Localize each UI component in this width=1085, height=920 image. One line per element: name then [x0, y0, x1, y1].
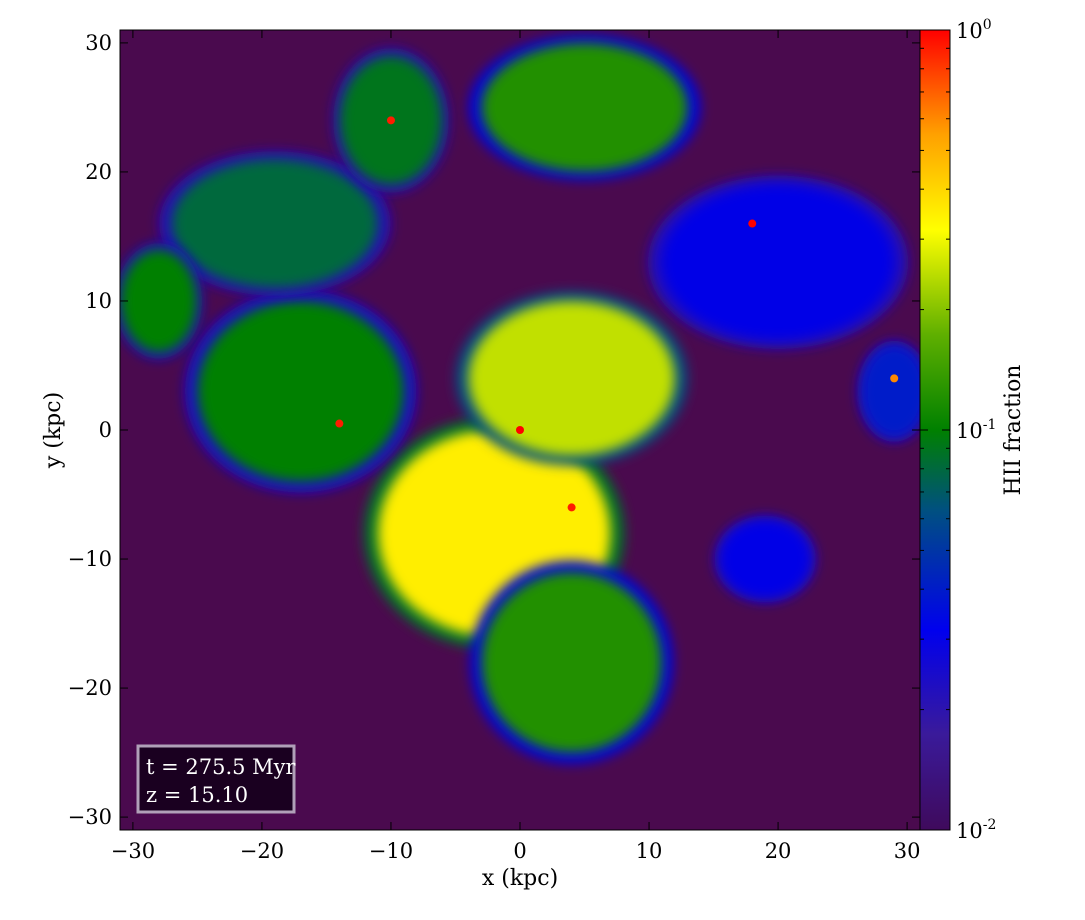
axis-ticks	[120, 30, 920, 830]
x-tick-labels: −30 −20 −10 0 10 20 30	[111, 839, 921, 863]
x-tick-label: 10	[636, 839, 663, 863]
region-northwest-arc	[171, 159, 379, 289]
annotation-box	[136, 744, 296, 814]
x-tick-label: −30	[111, 839, 155, 863]
x-tick-label: −10	[369, 839, 413, 863]
hotspot-5	[890, 374, 899, 383]
region-western-lobe	[197, 300, 404, 482]
y-axis-label: y (kpc)	[41, 392, 66, 469]
region-far-west-lobe	[120, 249, 198, 353]
y-tick-label: −10	[68, 547, 112, 571]
y-tick-label: −30	[68, 805, 112, 829]
hotspot-0	[748, 219, 757, 228]
colorbar: 10-2 10-1 100 HII fraction	[919, 17, 1026, 843]
y-tick-label: 30	[85, 31, 112, 55]
annotation-redshift: z = 15.10	[146, 783, 248, 807]
x-tick-label: 0	[513, 839, 526, 863]
colorbar-tick-label: 100	[956, 17, 992, 43]
y-tick-label: 10	[85, 289, 112, 313]
colorbar-tick-label: 10-1	[956, 417, 996, 443]
region-east-halo	[661, 184, 895, 340]
region-far-east-blob	[861, 346, 920, 437]
ionized-regions	[120, 35, 920, 764]
x-tick-label: 20	[765, 839, 792, 863]
ionization-hotspots	[335, 116, 899, 512]
colorbar-tick-labels: 10-2 10-1 100	[956, 17, 996, 843]
x-axis-label: x (kpc)	[482, 866, 558, 891]
region-southeast-blob	[720, 520, 811, 598]
annotation-time: t = 275.5 Myr	[146, 755, 297, 779]
time-redshift-annotation: t = 275.5 Myr z = 15.10	[136, 744, 297, 814]
hotspot-3	[567, 503, 576, 512]
region-southern-plume	[481, 571, 662, 753]
y-tick-label: 20	[85, 160, 112, 184]
hotspot-2	[516, 426, 524, 434]
y-tick-label: −20	[68, 676, 112, 700]
hotspot-4	[335, 419, 344, 428]
region-northeast-bubble	[468, 300, 675, 456]
colorbar-ticks	[920, 29, 950, 831]
colorbar-label: HII fraction	[1001, 365, 1026, 496]
x-tick-label: 30	[894, 839, 921, 863]
region-north-bubble	[481, 42, 688, 172]
hotspot-1	[386, 116, 395, 125]
y-tick-labels: −30 −20 −10 0 10 20 30	[68, 31, 112, 829]
y-tick-label: 0	[99, 418, 112, 442]
x-tick-label: −20	[240, 839, 284, 863]
colorbar-tick-label: 10-2	[956, 817, 996, 843]
